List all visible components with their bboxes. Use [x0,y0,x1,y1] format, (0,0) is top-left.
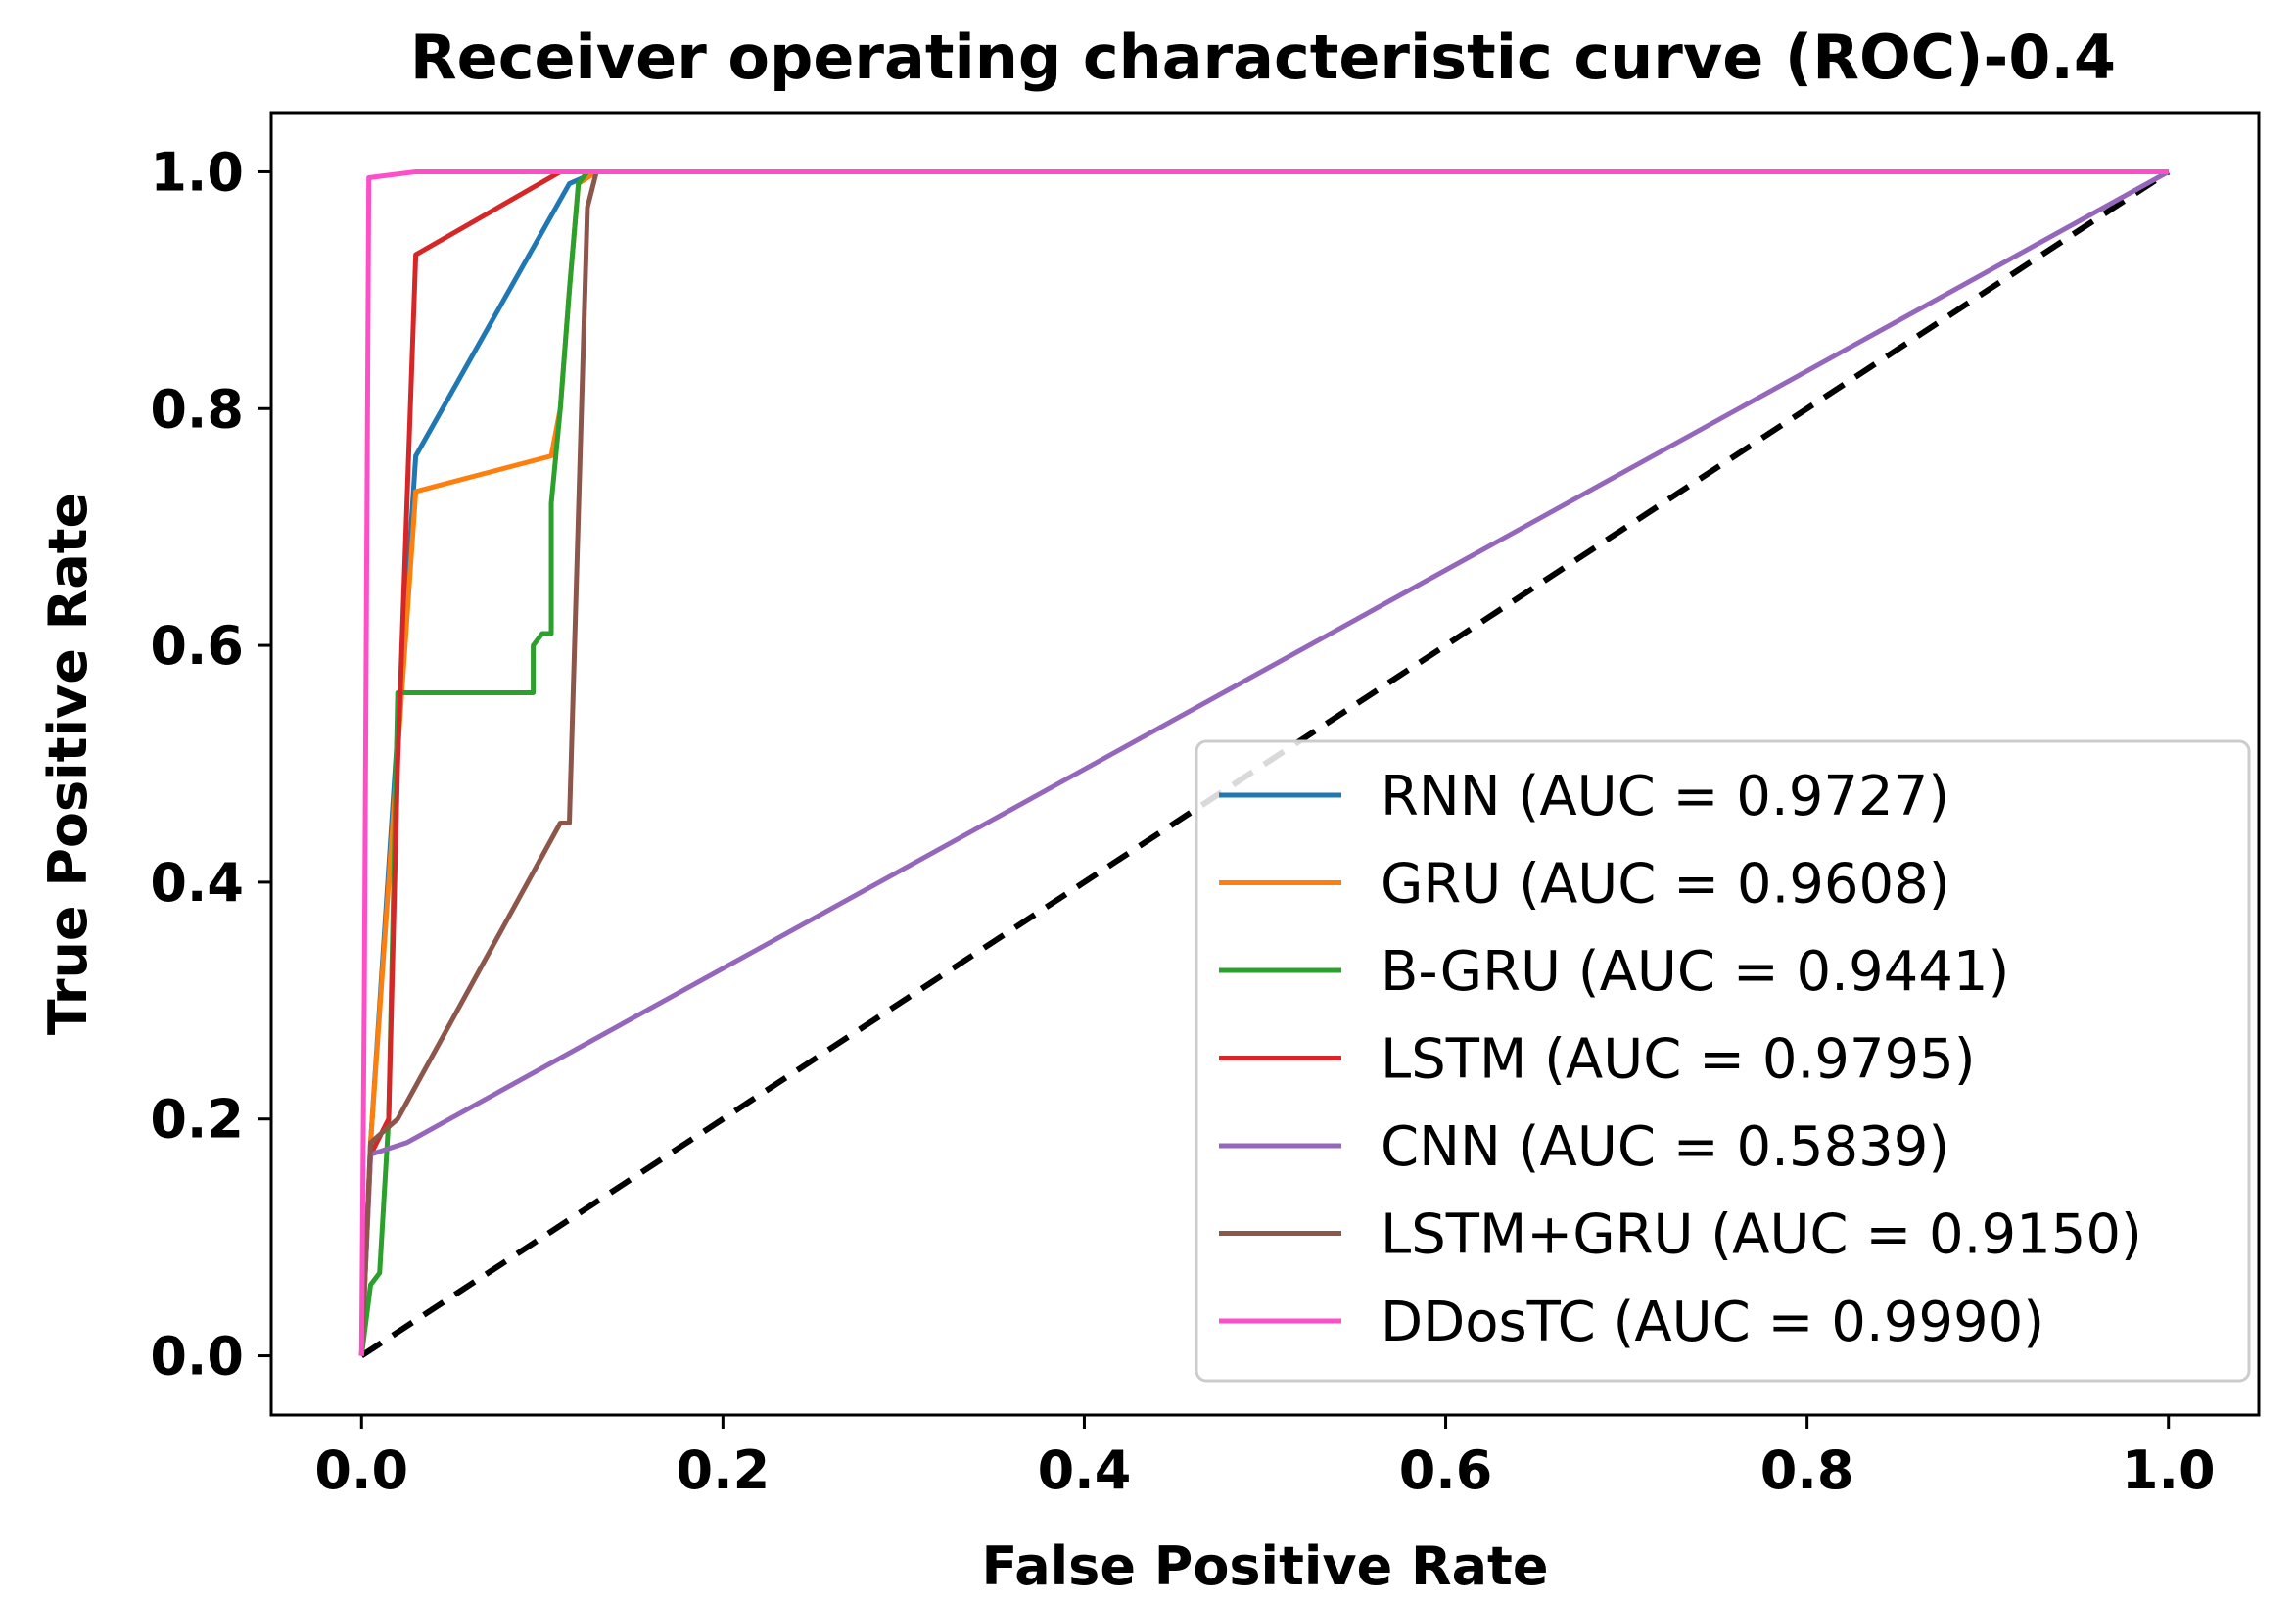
legend-label-gru: GRU (AUC = 0.9608) [1381,853,1950,917]
y-tick-label: 0.0 [150,1326,244,1388]
series-line-lstm-gru [358,168,2169,1356]
y-tick-label: 1.0 [150,141,244,203]
y-tick-label: 0.4 [150,852,244,914]
x-tick-label: 0.6 [1399,1439,1493,1501]
x-tick-label: 0.8 [1760,1439,1854,1501]
x-tick-label: 0.0 [314,1439,408,1501]
legend-label-lstm-gru: LSTM+GRU (AUC = 0.9150) [1381,1203,2142,1267]
x-tick-label: 0.4 [1038,1439,1132,1501]
legend: RNN (AUC = 0.9727) GRU (AUC = 0.9608) B-GR… [1195,739,2251,1383]
x-axis-ticks: 0.0 0.2 0.4 0.6 0.8 1.0 [314,1415,2216,1501]
legend-label-cnn: CNN (AUC = 0.5839) [1381,1115,1949,1179]
chart-title: Receiver operating characteristic curve … [410,22,2116,93]
series-line-b-gru [358,168,2169,1356]
plot-frame [269,111,2261,1417]
legend-label-lstm: LSTM (AUC = 0.9795) [1381,1028,1976,1092]
x-axis-label: False Positive Rate [982,1535,1549,1597]
y-axis-label: True Positive Rate [37,493,99,1035]
legend-label-b-gru: B-GRU (AUC = 0.9441) [1381,940,2009,1004]
y-tick-label: 0.2 [150,1089,244,1151]
series-line-ddostc [358,168,2169,1356]
y-axis-ticks: 0.0 0.2 0.4 0.6 0.8 1.0 [150,141,271,1388]
x-tick-label: 1.0 [2122,1439,2216,1501]
legend-box [1195,739,2251,1383]
y-tick-label: 0.6 [150,615,244,677]
legend-label-ddostc: DDosTC (AUC = 0.9990) [1381,1291,2044,1354]
x-tick-label: 0.2 [677,1439,771,1501]
legend-label-rnn: RNN (AUC = 0.9727) [1381,765,1949,828]
y-tick-label: 0.8 [150,378,244,440]
